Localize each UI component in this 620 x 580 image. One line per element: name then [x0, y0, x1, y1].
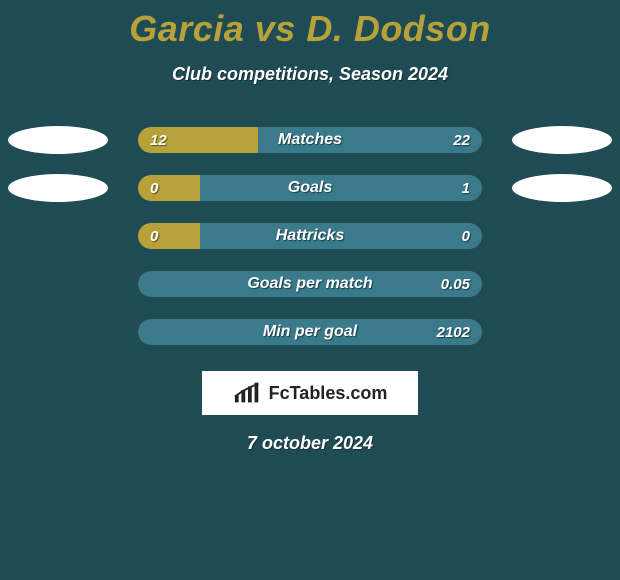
stat-value-right: 1: [450, 175, 482, 201]
stat-bar: Goals per match0.05: [138, 271, 482, 297]
stat-row: 0Hattricks0: [0, 223, 620, 249]
subtitle: Club competitions, Season 2024: [0, 64, 620, 85]
stat-value-right: 0: [450, 223, 482, 249]
page-title: Garcia vs D. Dodson: [0, 0, 620, 50]
player-badge-left: [8, 126, 108, 154]
player-badge-right: [512, 174, 612, 202]
stat-bar: 0Goals1: [138, 175, 482, 201]
date-stamp: 7 october 2024: [0, 433, 620, 454]
stat-value-right: 2102: [425, 319, 482, 345]
stat-rows: 12Matches22 0Goals1 0Hattricks0 Goals per m…: [0, 127, 620, 345]
stat-row: Goals per match0.05: [0, 271, 620, 297]
comparison-card: Garcia vs D. Dodson Club competitions, S…: [0, 0, 620, 580]
stat-value-right: 0.05: [429, 271, 482, 297]
stat-value-left: 0: [138, 223, 170, 249]
stat-bar: 12Matches22: [138, 127, 482, 153]
chart-icon: [233, 381, 263, 405]
player-badge-right: [512, 126, 612, 154]
player-badge-left: [8, 174, 108, 202]
logo-text: FcTables.com: [269, 383, 388, 404]
stat-value-left: 0: [138, 175, 170, 201]
stat-row: 12Matches22: [0, 127, 620, 153]
stat-bar: 0Hattricks0: [138, 223, 482, 249]
stat-value-left: 12: [138, 127, 179, 153]
stat-row: 0Goals1: [0, 175, 620, 201]
stat-bar: Min per goal2102: [138, 319, 482, 345]
source-logo: FcTables.com: [202, 371, 418, 415]
stat-row: Min per goal2102: [0, 319, 620, 345]
stat-value-right: 22: [441, 127, 482, 153]
